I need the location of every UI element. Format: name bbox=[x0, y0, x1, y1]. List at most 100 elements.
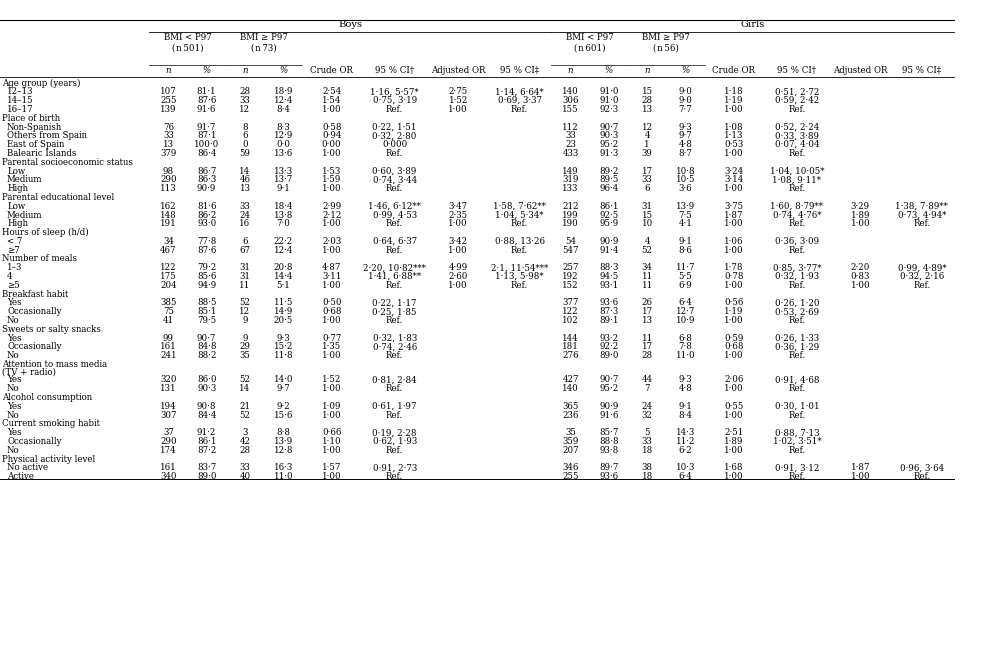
Text: 18·9: 18·9 bbox=[273, 87, 293, 96]
Text: 32: 32 bbox=[642, 411, 652, 420]
Text: 11·7: 11·7 bbox=[675, 263, 696, 273]
Text: 4: 4 bbox=[644, 131, 650, 141]
Text: 52: 52 bbox=[240, 411, 250, 420]
Text: 1·52: 1·52 bbox=[322, 376, 342, 385]
Text: 161: 161 bbox=[160, 463, 176, 473]
Text: 91·7: 91·7 bbox=[197, 123, 217, 131]
Text: 1·00: 1·00 bbox=[449, 105, 468, 114]
Text: 92·5: 92·5 bbox=[599, 211, 619, 220]
Text: No: No bbox=[7, 411, 20, 420]
Text: ≥7: ≥7 bbox=[7, 246, 20, 255]
Text: 0·59: 0·59 bbox=[724, 334, 744, 343]
Text: 1·00: 1·00 bbox=[851, 219, 870, 228]
Text: 59: 59 bbox=[240, 149, 250, 158]
Text: 10·3: 10·3 bbox=[675, 463, 696, 473]
Text: 0·62, 1·93: 0·62, 1·93 bbox=[373, 437, 416, 446]
Text: 0·77: 0·77 bbox=[322, 334, 342, 343]
Text: 9·2: 9·2 bbox=[276, 402, 290, 411]
Text: 12·7: 12·7 bbox=[675, 308, 696, 316]
Text: Yes: Yes bbox=[7, 428, 22, 438]
Text: 1·00: 1·00 bbox=[851, 473, 870, 481]
Text: 290: 290 bbox=[160, 176, 176, 184]
Text: 95 % CI†: 95 % CI† bbox=[777, 66, 816, 75]
Text: 6: 6 bbox=[242, 131, 248, 141]
Text: Low: Low bbox=[7, 166, 25, 176]
Text: 1·06: 1·06 bbox=[724, 237, 744, 246]
Text: 1·00: 1·00 bbox=[724, 351, 744, 360]
Text: 194: 194 bbox=[160, 402, 176, 411]
Text: 2·51: 2·51 bbox=[724, 428, 744, 438]
Text: 14: 14 bbox=[239, 166, 251, 176]
Text: 0·32, 2·16: 0·32, 2·16 bbox=[900, 272, 943, 281]
Text: Yes: Yes bbox=[7, 376, 22, 385]
Text: 34: 34 bbox=[163, 237, 173, 246]
Text: 1·00: 1·00 bbox=[724, 219, 744, 228]
Text: 17: 17 bbox=[641, 166, 653, 176]
Text: 7·5: 7·5 bbox=[678, 211, 692, 220]
Text: 467: 467 bbox=[160, 246, 176, 255]
Text: Ref.: Ref. bbox=[386, 446, 403, 455]
Text: 1·00: 1·00 bbox=[449, 219, 468, 228]
Text: 0·68: 0·68 bbox=[322, 308, 342, 316]
Text: 0·69, 3·37: 0·69, 3·37 bbox=[498, 96, 541, 105]
Text: 144: 144 bbox=[562, 334, 579, 343]
Text: 15·6: 15·6 bbox=[273, 411, 293, 420]
Text: Ref.: Ref. bbox=[511, 219, 528, 228]
Text: 0·68: 0·68 bbox=[724, 343, 744, 352]
Text: 81·6: 81·6 bbox=[197, 202, 217, 211]
Text: Attention to mass media: Attention to mass media bbox=[2, 360, 107, 369]
Text: 1·02, 3·51*: 1·02, 3·51* bbox=[772, 437, 822, 446]
Text: 4: 4 bbox=[7, 272, 12, 281]
Text: 365: 365 bbox=[562, 402, 579, 411]
Text: 0·26, 1·20: 0·26, 1·20 bbox=[774, 298, 820, 308]
Text: 8: 8 bbox=[242, 123, 248, 131]
Text: 0·000: 0·000 bbox=[382, 140, 407, 149]
Text: 86·1: 86·1 bbox=[599, 202, 619, 211]
Text: 1·87: 1·87 bbox=[724, 211, 744, 220]
Text: 1·00: 1·00 bbox=[322, 281, 342, 290]
Text: 7·8: 7·8 bbox=[678, 343, 692, 352]
Text: 1·87: 1·87 bbox=[851, 463, 870, 473]
Text: 1·00: 1·00 bbox=[322, 384, 342, 393]
Text: 12·4: 12·4 bbox=[273, 246, 293, 255]
Text: 89·7: 89·7 bbox=[599, 463, 619, 473]
Text: 3·29: 3·29 bbox=[851, 202, 870, 211]
Text: 1·00: 1·00 bbox=[724, 316, 744, 325]
Text: 1·16, 5·57*: 1·16, 5·57* bbox=[370, 87, 419, 96]
Text: 2·54: 2·54 bbox=[322, 87, 342, 96]
Text: Parental educational level: Parental educational level bbox=[2, 193, 114, 202]
Text: 90·9: 90·9 bbox=[599, 237, 619, 246]
Text: 13·9: 13·9 bbox=[675, 202, 696, 211]
Text: 13: 13 bbox=[642, 105, 652, 114]
Text: 15: 15 bbox=[641, 211, 653, 220]
Text: 0·22, 1·51: 0·22, 1·51 bbox=[372, 123, 417, 131]
Text: 33: 33 bbox=[565, 131, 576, 141]
Text: Ref.: Ref. bbox=[788, 446, 805, 455]
Text: 88·5: 88·5 bbox=[197, 298, 217, 308]
Text: 377: 377 bbox=[562, 298, 579, 308]
Text: 6: 6 bbox=[242, 237, 248, 246]
Text: 0·78: 0·78 bbox=[724, 272, 744, 281]
Text: 257: 257 bbox=[562, 263, 579, 273]
Text: Medium: Medium bbox=[7, 176, 42, 184]
Text: 15·2: 15·2 bbox=[273, 343, 293, 352]
Text: 379: 379 bbox=[160, 149, 176, 158]
Text: 94·9: 94·9 bbox=[197, 281, 217, 290]
Text: 1·00: 1·00 bbox=[724, 105, 744, 114]
Text: 35: 35 bbox=[565, 428, 576, 438]
Text: 13·7: 13·7 bbox=[273, 176, 293, 184]
Text: 192: 192 bbox=[562, 272, 579, 281]
Text: Ref.: Ref. bbox=[386, 219, 403, 228]
Text: Parental socioeconomic status: Parental socioeconomic status bbox=[2, 158, 133, 167]
Text: 190: 190 bbox=[562, 219, 579, 228]
Text: 306: 306 bbox=[562, 96, 579, 105]
Text: 24: 24 bbox=[240, 211, 250, 220]
Text: 0·59, 2·42: 0·59, 2·42 bbox=[775, 96, 818, 105]
Text: Ref.: Ref. bbox=[788, 473, 805, 481]
Text: 0·52, 2·24: 0·52, 2·24 bbox=[775, 123, 818, 131]
Text: 175: 175 bbox=[160, 272, 176, 281]
Text: 133: 133 bbox=[562, 184, 579, 193]
Text: 9·3: 9·3 bbox=[276, 334, 290, 343]
Text: 67: 67 bbox=[240, 246, 250, 255]
Text: 89·0: 89·0 bbox=[197, 473, 217, 481]
